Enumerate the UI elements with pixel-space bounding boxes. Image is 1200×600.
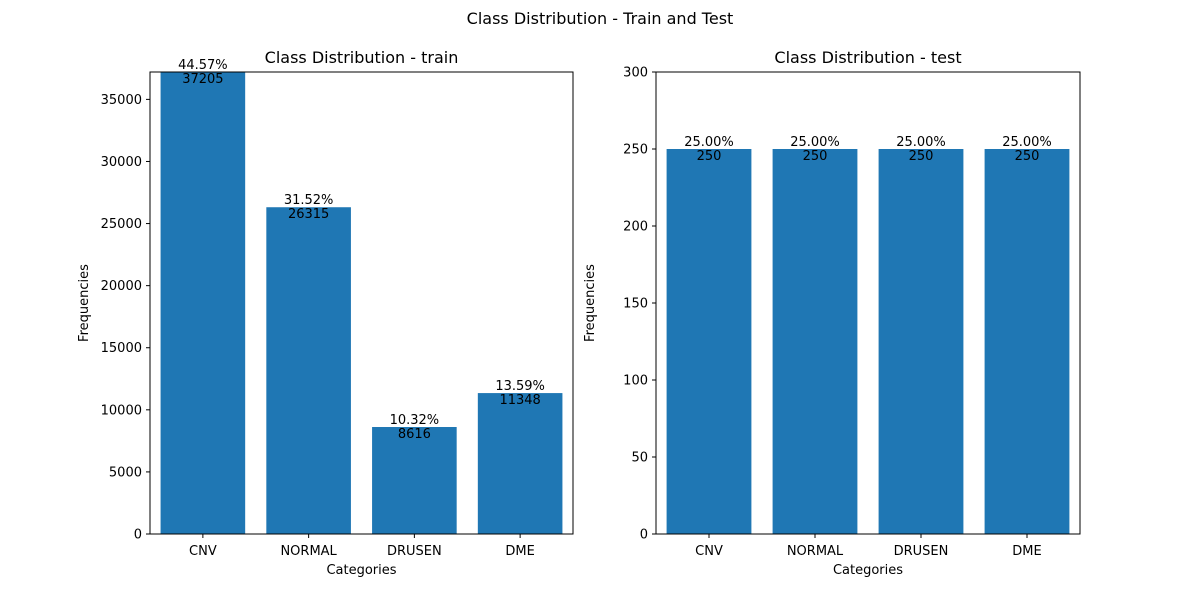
percent-label: 13.59% (495, 379, 545, 394)
percent-label: 44.57% (178, 58, 228, 73)
percent-label: 25.00% (684, 135, 734, 150)
bar-cnv (666, 149, 752, 534)
chart-title: Class Distribution - test (774, 48, 961, 67)
y-axis-label: Frequencies (77, 264, 92, 342)
chart-train: 44.57%37205 CNV 31.52%26315 NORMAL 10.32%861… (77, 48, 574, 578)
percent-label: 25.00% (790, 135, 840, 150)
axes-frame (655, 71, 1081, 535)
y-tick-label: 20000 (101, 279, 142, 294)
chart-title: Class Distribution - train (265, 48, 459, 67)
value-label: 8616 (398, 427, 431, 442)
y-tick-label: 35000 (101, 93, 142, 108)
value-label: 11348 (499, 393, 540, 408)
x-tick-label: DME (505, 544, 534, 559)
percent-label: 31.52% (284, 193, 334, 208)
y-tick-label: 150 (623, 297, 648, 312)
y-axis-label: Frequencies (583, 264, 598, 342)
y-tick-label: 0 (640, 528, 648, 543)
x-tick-label: DRUSEN (894, 544, 949, 559)
x-tick-label: NORMAL (280, 544, 337, 559)
figure-title: Class Distribution - Train and Test (466, 9, 734, 28)
x-tick-label: DME (1012, 544, 1041, 559)
bar-normal (266, 207, 351, 535)
bar-drusen (372, 427, 457, 534)
x-tick-label: CNV (189, 544, 217, 559)
value-label: 250 (803, 149, 828, 164)
x-tick-label: DRUSEN (387, 544, 442, 559)
x-axis-label: Categories (326, 563, 396, 578)
y-tick-label: 100 (623, 374, 648, 389)
y-tick-label: 200 (623, 220, 648, 235)
y-tick-label: 0 (134, 528, 142, 543)
value-label: 250 (1015, 149, 1040, 164)
value-label: 26315 (288, 207, 329, 222)
x-axis-label: Categories (833, 563, 903, 578)
bar-drusen (878, 149, 964, 534)
bar-cnv (160, 72, 246, 534)
bar-normal (772, 149, 858, 534)
y-tick-label: 300 (623, 66, 648, 81)
axes-frame (149, 71, 574, 535)
value-label: 250 (909, 149, 934, 164)
y-tick-label: 30000 (101, 155, 142, 170)
percent-label: 25.00% (1002, 135, 1052, 150)
y-tick-label: 25000 (101, 217, 142, 232)
bar-dme (477, 393, 563, 534)
y-tick-label: 15000 (101, 341, 142, 356)
y-tick-label: 5000 (109, 465, 142, 480)
value-label: 37205 (182, 72, 223, 87)
percent-label: 25.00% (896, 135, 946, 150)
percent-label: 10.32% (390, 413, 440, 428)
y-tick-label: 250 (623, 143, 648, 158)
value-label: 250 (697, 149, 722, 164)
y-tick-label: 10000 (101, 403, 142, 418)
x-tick-label: CNV (695, 544, 723, 559)
bar-dme (984, 149, 1070, 534)
x-tick-label: NORMAL (787, 544, 844, 559)
y-tick-label: 50 (631, 451, 648, 466)
chart-test: 25.00%250CNV25.00%250NORMAL25.00%250DRUS… (583, 48, 1081, 578)
